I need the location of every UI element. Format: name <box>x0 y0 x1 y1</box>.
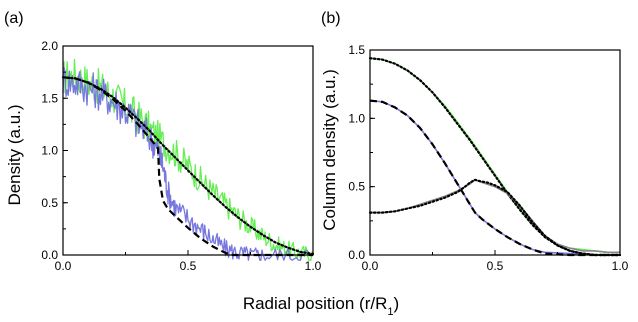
y-tick-label: 2.0 <box>41 39 58 53</box>
panel-a-ylabel: Density (a.u.) <box>5 104 24 205</box>
shared-xlabel-suffix: ) <box>394 294 400 313</box>
y-tick-label: 0.5 <box>41 196 58 210</box>
y-tick-label: 1.0 <box>348 111 365 125</box>
panel-a: (a) Density (a.u.) 0.0 0.5 1.0 0.0 0.5 1.0 1.5… <box>4 10 322 273</box>
y-tick-label: 1.5 <box>348 43 365 57</box>
series-line-black-dotted <box>368 178 622 257</box>
series-line-green-noisy-solid <box>62 58 314 261</box>
x-tick-label: 0.5 <box>180 259 197 273</box>
x-tick-label: 0.0 <box>362 259 379 273</box>
x-tick-label: 1.0 <box>305 259 322 273</box>
series-line-black-dotted <box>61 76 315 256</box>
y-tick-label: 0.0 <box>348 248 365 262</box>
series-line-black-dashed <box>369 99 620 257</box>
shared-xlabel: Radial position (r/R1) <box>243 294 399 318</box>
series-line-blue-solid <box>369 99 620 256</box>
x-tick-label: 0.0 <box>55 259 72 273</box>
y-tick-label: 0.5 <box>348 180 365 194</box>
y-tick-label: 1.5 <box>41 91 58 105</box>
x-tick-label: 1.0 <box>612 259 629 273</box>
panel-b: (b) Column density (a.u.) 0.0 0.5 1.0 0.0 0.… <box>320 10 629 273</box>
series-line-green-solid <box>369 57 620 254</box>
shared-xlabel-subscript: 1 <box>387 306 393 318</box>
shared-xlabel-prefix: Radial position (r/R <box>243 294 388 313</box>
panel-b-ylabel: Column density (a.u.) <box>320 69 339 231</box>
series-line-gray-solid <box>370 179 620 254</box>
y-tick-label: 1.0 <box>41 144 58 158</box>
series-line-black-dotted <box>368 57 622 257</box>
y-tick-label: 0.0 <box>41 248 58 262</box>
plot-frame <box>369 49 621 256</box>
panel-a-label: (a) <box>4 10 24 27</box>
x-tick-label: 0.5 <box>487 259 504 273</box>
plot-frame <box>62 45 314 256</box>
panel-b-label: (b) <box>321 10 341 27</box>
